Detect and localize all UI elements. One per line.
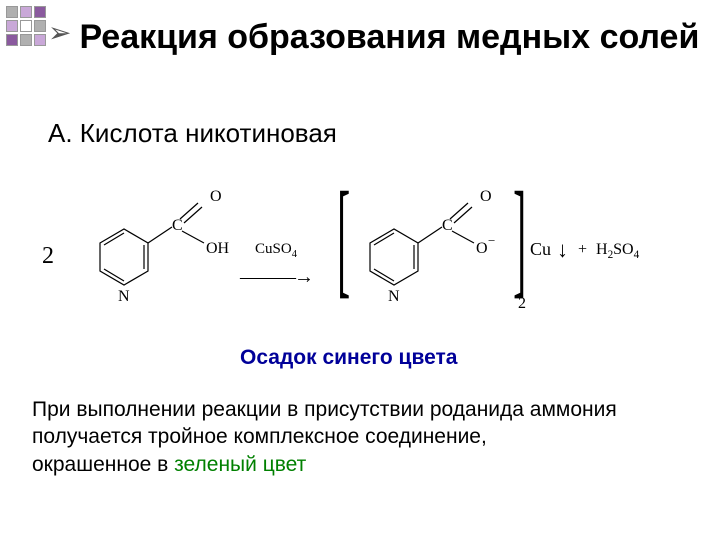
arrow-icon: ———→ (240, 266, 312, 288)
title-row: ➢ Реакция образования медных солей (48, 18, 700, 57)
arrow-reagent: CuSO4 (255, 241, 297, 257)
label-OH: OH (206, 240, 230, 257)
slide-title: Реакция образования медных солей (79, 18, 699, 57)
label-Ominus: O (476, 240, 488, 257)
reaction-scheme: 2 O C OH N CuSO4 ———→ (30, 165, 690, 335)
corner-decoration (6, 6, 46, 46)
subtitle: А. Кислота никотиновая (48, 118, 337, 149)
stoich-coef: 2 (42, 243, 54, 270)
precipitate-caption: Осадок синего цвета (240, 346, 457, 370)
body-line2: получается тройное комплексное соединени… (32, 425, 487, 448)
label-minus: − (488, 233, 495, 248)
bracket-subscript: 2 (518, 295, 526, 313)
label-O: O (210, 188, 222, 205)
label-O: O (480, 188, 492, 205)
bracket-right: ] (513, 173, 526, 303)
reactant-structure: O C OH N (70, 175, 230, 325)
plus-sign: + (578, 241, 587, 259)
body-line3-prefix: окрашенное в (32, 453, 174, 476)
cu-atom: Cu (530, 239, 551, 260)
h2so4: H2SO4 (596, 241, 639, 261)
label-N: N (388, 288, 400, 305)
precipitate-arrow-icon: ↓ (557, 237, 568, 263)
reaction-arrow: CuSO4 ———→ (236, 243, 316, 289)
label-C: C (442, 217, 453, 234)
label-N: N (118, 288, 130, 305)
product-structure: O C O − N (340, 175, 500, 325)
body-green: зеленый цвет (174, 453, 306, 476)
label-C: C (172, 217, 183, 234)
body-line1: При выполнении реакции в присутствии род… (32, 398, 617, 421)
body-text: При выполнении реакции в присутствии род… (32, 396, 688, 478)
chevron-icon: ➢ (48, 18, 71, 49)
